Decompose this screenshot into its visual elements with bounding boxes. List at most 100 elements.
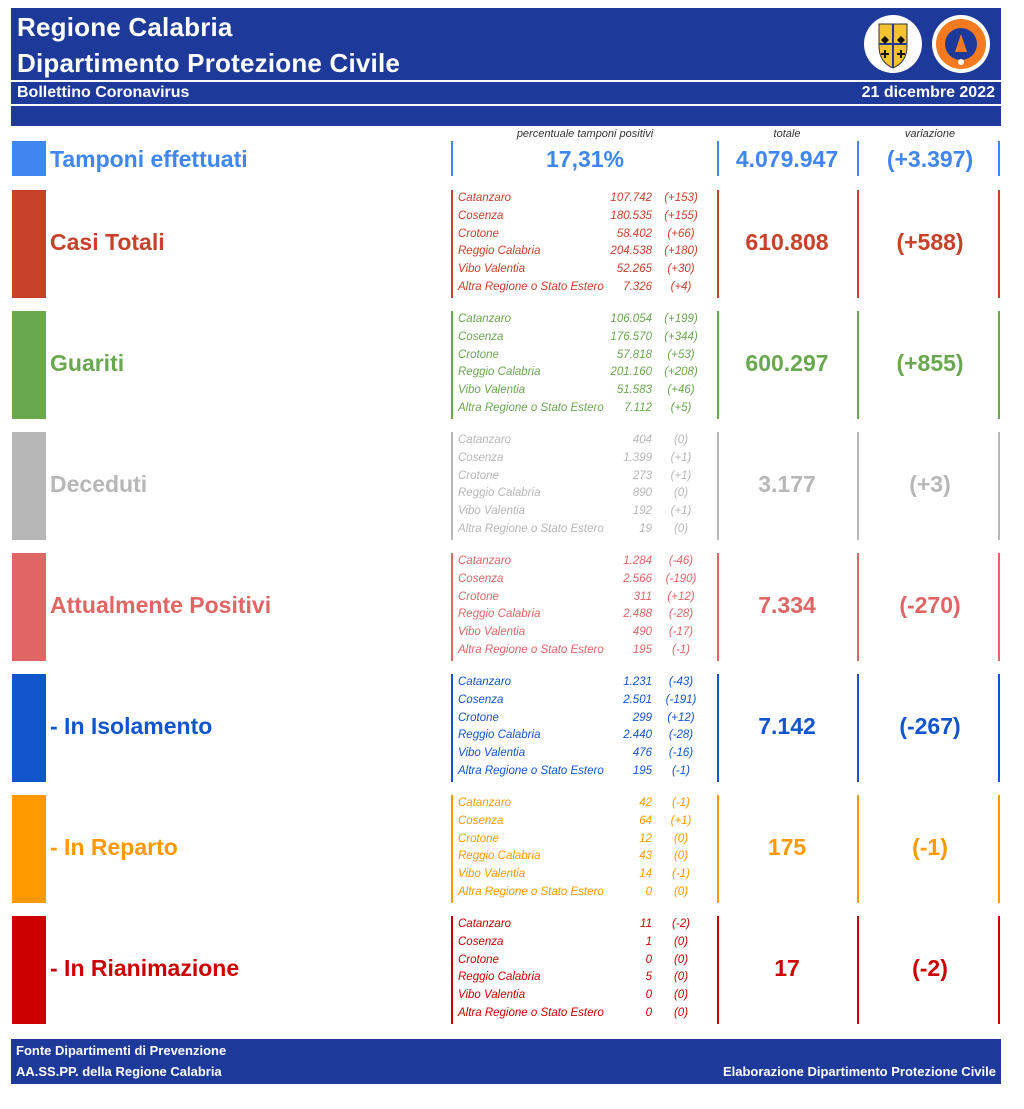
province-name: Cosenza bbox=[458, 330, 504, 343]
province-change: (+66) bbox=[667, 227, 695, 240]
section-total: 17 bbox=[774, 955, 800, 981]
column-divider bbox=[451, 674, 453, 782]
province-value: 195 bbox=[632, 644, 652, 656]
province-change: (0) bbox=[673, 1007, 689, 1019]
province-change: (+5) bbox=[670, 402, 692, 414]
section-total: 7.142 bbox=[758, 713, 816, 739]
province-name: Vibo Valentia bbox=[458, 384, 526, 397]
region-title: Regione Calabria bbox=[17, 12, 233, 42]
province-name: Crotone bbox=[458, 469, 499, 482]
province-name: Altra Regione o Stato Estero bbox=[458, 765, 604, 777]
section-label: - In Reparto bbox=[50, 834, 178, 860]
province-value: 106.054 bbox=[610, 313, 652, 325]
province-value: 195 bbox=[632, 765, 652, 777]
province-value: 57.818 bbox=[616, 348, 652, 361]
section-label: - In Rianimazione bbox=[50, 955, 240, 981]
province-name: Reggio Calabria bbox=[458, 850, 541, 863]
province-value: 2.440 bbox=[623, 729, 652, 742]
province-value: 43 bbox=[639, 850, 652, 863]
province-change: (+30) bbox=[667, 263, 695, 276]
province-change: (+46) bbox=[667, 384, 695, 397]
province-name: Reggio Calabria bbox=[458, 366, 541, 379]
province-name: Crotone bbox=[458, 832, 499, 845]
province-value: 1.284 bbox=[623, 555, 652, 567]
province-name: Crotone bbox=[458, 590, 499, 603]
tamponi-swatch bbox=[12, 141, 46, 176]
section-swatch bbox=[12, 190, 46, 298]
section-swatch bbox=[12, 432, 46, 540]
province-change: (-1) bbox=[672, 797, 690, 809]
province-value: 12 bbox=[639, 832, 652, 845]
header-divider-bottom bbox=[11, 104, 1001, 106]
province-change: (0) bbox=[673, 886, 689, 898]
province-name: Cosenza bbox=[458, 209, 504, 222]
province-name: Vibo Valentia bbox=[458, 989, 526, 1002]
column-divider bbox=[451, 311, 453, 419]
column-divider bbox=[717, 795, 719, 903]
bulletin-date: 21 dicembre 2022 bbox=[861, 84, 995, 101]
section-label: Casi Totali bbox=[50, 229, 165, 255]
province-name: Altra Regione o Stato Estero bbox=[458, 402, 604, 414]
province-name: Altra Regione o Stato Estero bbox=[458, 644, 604, 656]
section-swatch bbox=[12, 553, 46, 661]
province-value: 14 bbox=[639, 868, 652, 881]
column-header-percent: percentuale tamponi positivi bbox=[516, 128, 654, 140]
province-name: Cosenza bbox=[458, 572, 504, 585]
province-name: Catanzaro bbox=[458, 555, 512, 567]
province-value: 404 bbox=[632, 434, 652, 446]
province-name: Reggio Calabria bbox=[458, 729, 541, 742]
column-header-change: variazione bbox=[904, 128, 956, 140]
province-change: (+12) bbox=[667, 711, 695, 724]
column-divider bbox=[857, 141, 859, 176]
column-divider bbox=[998, 432, 1000, 540]
province-change: (-16) bbox=[668, 747, 694, 760]
province-name: Cosenza bbox=[458, 693, 504, 706]
province-name: Catanzaro bbox=[458, 918, 512, 930]
protezione-civile-logo bbox=[931, 14, 991, 74]
column-divider bbox=[998, 674, 1000, 782]
province-value: 0 bbox=[645, 886, 652, 898]
section-total: 7.334 bbox=[758, 592, 816, 618]
column-divider bbox=[717, 916, 719, 1024]
province-name: Crotone bbox=[458, 348, 499, 361]
section-swatch bbox=[12, 311, 46, 419]
province-name: Catanzaro bbox=[458, 676, 512, 688]
section-label: Deceduti bbox=[50, 471, 148, 497]
column-divider bbox=[998, 916, 1000, 1024]
section-swatch bbox=[12, 795, 46, 903]
section-change: (-267) bbox=[899, 713, 961, 739]
column-divider bbox=[451, 795, 453, 903]
section-row: Casi Totali Catanzaro 107.742 (+153) Cosenza… bbox=[0, 190, 1024, 298]
province-change: (-190) bbox=[665, 572, 697, 585]
province-change: (+1) bbox=[670, 451, 692, 464]
column-divider bbox=[717, 553, 719, 661]
calabria-coat-of-arms-logo bbox=[863, 14, 923, 74]
column-divider bbox=[451, 432, 453, 540]
column-divider bbox=[998, 190, 1000, 298]
section-change: (+588) bbox=[896, 229, 964, 255]
province-value: 0 bbox=[645, 1007, 652, 1019]
province-name: Crotone bbox=[458, 711, 499, 724]
province-value: 890 bbox=[632, 487, 652, 500]
province-value: 204.538 bbox=[610, 245, 652, 258]
province-value: 2.501 bbox=[623, 693, 652, 706]
province-change: (0) bbox=[673, 935, 689, 948]
province-name: Vibo Valentia bbox=[458, 505, 526, 518]
province-value: 299 bbox=[632, 711, 652, 724]
province-value: 7.326 bbox=[623, 281, 652, 293]
province-value: 107.742 bbox=[610, 192, 652, 204]
province-value: 2.566 bbox=[623, 572, 652, 585]
province-name: Vibo Valentia bbox=[458, 868, 526, 881]
province-change: (0) bbox=[673, 434, 689, 446]
column-divider bbox=[998, 311, 1000, 419]
column-divider bbox=[451, 553, 453, 661]
province-value: 0 bbox=[645, 953, 652, 966]
province-name: Catanzaro bbox=[458, 313, 512, 325]
section-row: Deceduti Catanzaro 404 (0) Cosenza 1.399 (+1) C… bbox=[0, 432, 1024, 540]
header-divider bbox=[11, 80, 1001, 82]
tamponi-percent: 17,31% bbox=[545, 146, 624, 172]
province-name: Cosenza bbox=[458, 935, 504, 948]
province-name: Catanzaro bbox=[458, 797, 512, 809]
section-total: 3.177 bbox=[758, 471, 816, 497]
column-header-total: totale bbox=[773, 128, 801, 140]
